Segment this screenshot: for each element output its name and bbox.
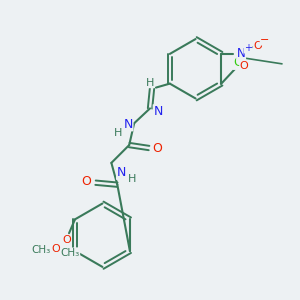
Text: Cl: Cl bbox=[233, 56, 245, 69]
Text: N: N bbox=[124, 118, 133, 131]
Text: H: H bbox=[128, 174, 136, 184]
Text: +: + bbox=[244, 43, 252, 53]
Text: H: H bbox=[146, 78, 154, 88]
Text: N: N bbox=[237, 47, 245, 60]
Text: H: H bbox=[114, 128, 122, 138]
Text: O: O bbox=[152, 142, 162, 154]
Text: N: N bbox=[117, 166, 126, 179]
Text: N: N bbox=[153, 105, 163, 118]
Text: O: O bbox=[254, 41, 262, 51]
Text: O: O bbox=[63, 235, 71, 245]
Text: CH₃: CH₃ bbox=[60, 248, 80, 258]
Text: CH₃: CH₃ bbox=[32, 245, 51, 255]
Text: −: − bbox=[260, 35, 270, 45]
Text: O: O bbox=[240, 61, 248, 71]
Text: O: O bbox=[52, 244, 61, 254]
Text: O: O bbox=[82, 175, 92, 188]
